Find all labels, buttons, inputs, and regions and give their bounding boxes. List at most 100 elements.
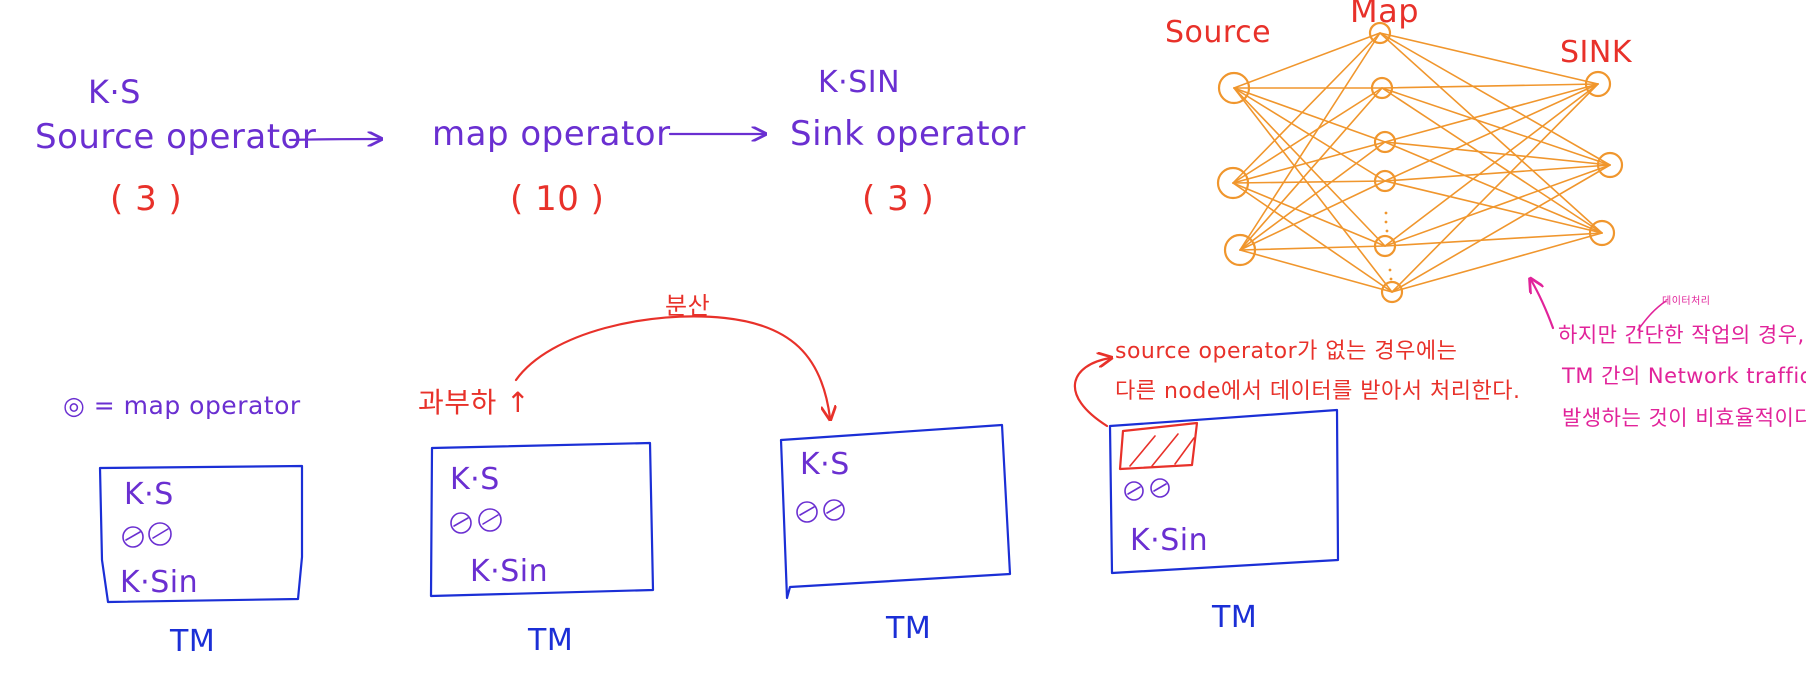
sink-operator-label: Sink operator (790, 114, 1026, 154)
graph-edge (1239, 249, 1393, 293)
graph-edge (1391, 164, 1611, 293)
ellipsis-dot (1389, 277, 1393, 281)
network-note-line-1: 하지만 간단한 작업의 경우, (1558, 323, 1805, 347)
graph-edge (1384, 164, 1611, 182)
tm-box-3: K·S TM (779, 423, 1012, 646)
map-operator-hatch (152, 528, 169, 539)
source-node (1217, 71, 1251, 105)
map-operator-hatch (453, 517, 469, 527)
map-operator-circle (450, 512, 472, 534)
sink-node (1596, 151, 1624, 179)
source-parallelism: ( 3 ) (110, 179, 182, 219)
tm-box-1-label: TM (169, 624, 215, 659)
sink-short-label: K·SIN (818, 65, 900, 100)
network-traffic-note: 데이터처리 하지만 간단한 작업의 경우, TM 간의 Network traf… (1531, 280, 1806, 430)
tm-boxes: K·S K·Sin TM K·S K·Sin TM K·S (98, 408, 1340, 659)
source-note-line-1: source operator가 없는 경우에는 (1115, 339, 1457, 364)
map-operator-hatch (1127, 486, 1141, 495)
source-note-line-2: 다른 node에서 데이터를 받아서 처리한다. (1115, 379, 1520, 404)
tm-box-2: K·S K·Sin TM (429, 441, 655, 658)
map-node (1373, 169, 1397, 193)
graph-source-label: Source (1165, 15, 1271, 50)
graph-edge (1384, 164, 1611, 247)
overload-label: 과부하 ↑ (418, 386, 530, 419)
legend-text: ◎ = map operator (63, 391, 301, 420)
distribution-arrow (514, 315, 830, 418)
graph-edge (1239, 32, 1381, 251)
graph-edge (1233, 87, 1393, 293)
graph-edge (1384, 141, 1603, 234)
graph-edge (1381, 83, 1599, 89)
tm-box-4: K·Sin TM (1108, 408, 1340, 635)
map-node (1380, 280, 1404, 304)
sink-node (1584, 70, 1612, 98)
legend: ◎ = map operator (63, 391, 301, 420)
graph-edge (1391, 83, 1599, 293)
graph-edge (1232, 182, 1393, 293)
ellipsis-dot (1384, 211, 1388, 215)
graph-edge (1239, 245, 1386, 251)
graph-edge (1232, 32, 1381, 184)
map-operator-circle (1124, 481, 1144, 501)
source-note-arrow (1074, 358, 1110, 428)
tm-box-4-label: TM (1211, 600, 1257, 635)
source-operator-note: source operator가 없는 경우에는 다른 node에서 데이터를 … (1074, 339, 1520, 428)
tm-box-2-label: TM (527, 623, 573, 658)
graph-map-label: Map (1350, 0, 1419, 30)
distribution-label: 분산 (665, 292, 710, 320)
tm-box-4-sink-label: K·Sin (1130, 523, 1208, 558)
map-operator-hatch (482, 514, 499, 525)
operator-graph: Source Map SINK (1165, 0, 1633, 304)
missing-source-hatch (1174, 437, 1195, 465)
graph-edge (1391, 232, 1603, 293)
tm-box-4-outline (1108, 408, 1340, 575)
graph-edge (1233, 87, 1386, 143)
source-node (1223, 233, 1257, 267)
sink-parallelism: ( 3 ) (862, 179, 934, 219)
map-operator-hatch (1153, 483, 1167, 492)
map-node (1373, 130, 1397, 154)
source-to-map-arrow (288, 139, 380, 140)
source-node (1216, 166, 1250, 200)
map-operator-circle (823, 499, 845, 521)
tm-box-2-source-label: K·S (450, 462, 500, 497)
map-node (1370, 76, 1394, 100)
insertion-mark (1637, 300, 1667, 331)
network-note-line-3: 발생하는 것이 비효율적이다. (1562, 406, 1806, 430)
graph-edge (1233, 87, 1386, 247)
graph-edge (1384, 83, 1599, 143)
tm-box-1: K·S K·Sin TM (98, 464, 304, 659)
map-node (1373, 234, 1397, 258)
missing-source-hatch (1151, 433, 1179, 467)
graph-edge (1232, 180, 1386, 184)
map-node (1368, 21, 1392, 45)
graph-edge (1232, 87, 1383, 184)
network-note-small-label: 데이터처리 (1662, 295, 1711, 307)
source-short-label: K·S (88, 73, 141, 111)
map-operator-circle (796, 501, 818, 523)
tm-box-3-outline (779, 423, 1012, 600)
graph-edge (1233, 32, 1381, 89)
missing-source-hatch (1129, 435, 1156, 467)
map-operator-circle (1150, 478, 1170, 498)
graph-edge (1239, 87, 1383, 251)
graph-edge (1381, 87, 1611, 166)
graph-sink-label: SINK (1560, 35, 1633, 70)
tm-box-1-outline (98, 464, 304, 604)
graph-edge (1232, 141, 1386, 184)
tm-box-2-sink-label: K·Sin (470, 554, 548, 589)
map-operator-label: map operator (432, 114, 671, 154)
tm-box-1-sink-label: K·Sin (120, 565, 198, 600)
sink-node (1588, 219, 1616, 247)
map-operator-circle (148, 522, 172, 546)
tm-box-3-label: TM (885, 611, 931, 646)
tm-box-2-outline (429, 441, 655, 598)
map-operator-hatch (826, 504, 842, 514)
map-operator-hatch (125, 531, 141, 541)
graph-edge (1381, 87, 1603, 234)
overload-annotation: 과부하 ↑ 분산 (418, 292, 830, 419)
graph-edge (1384, 83, 1599, 182)
missing-source-block (1118, 421, 1199, 471)
tm-box-3-source-label: K·S (800, 447, 850, 482)
